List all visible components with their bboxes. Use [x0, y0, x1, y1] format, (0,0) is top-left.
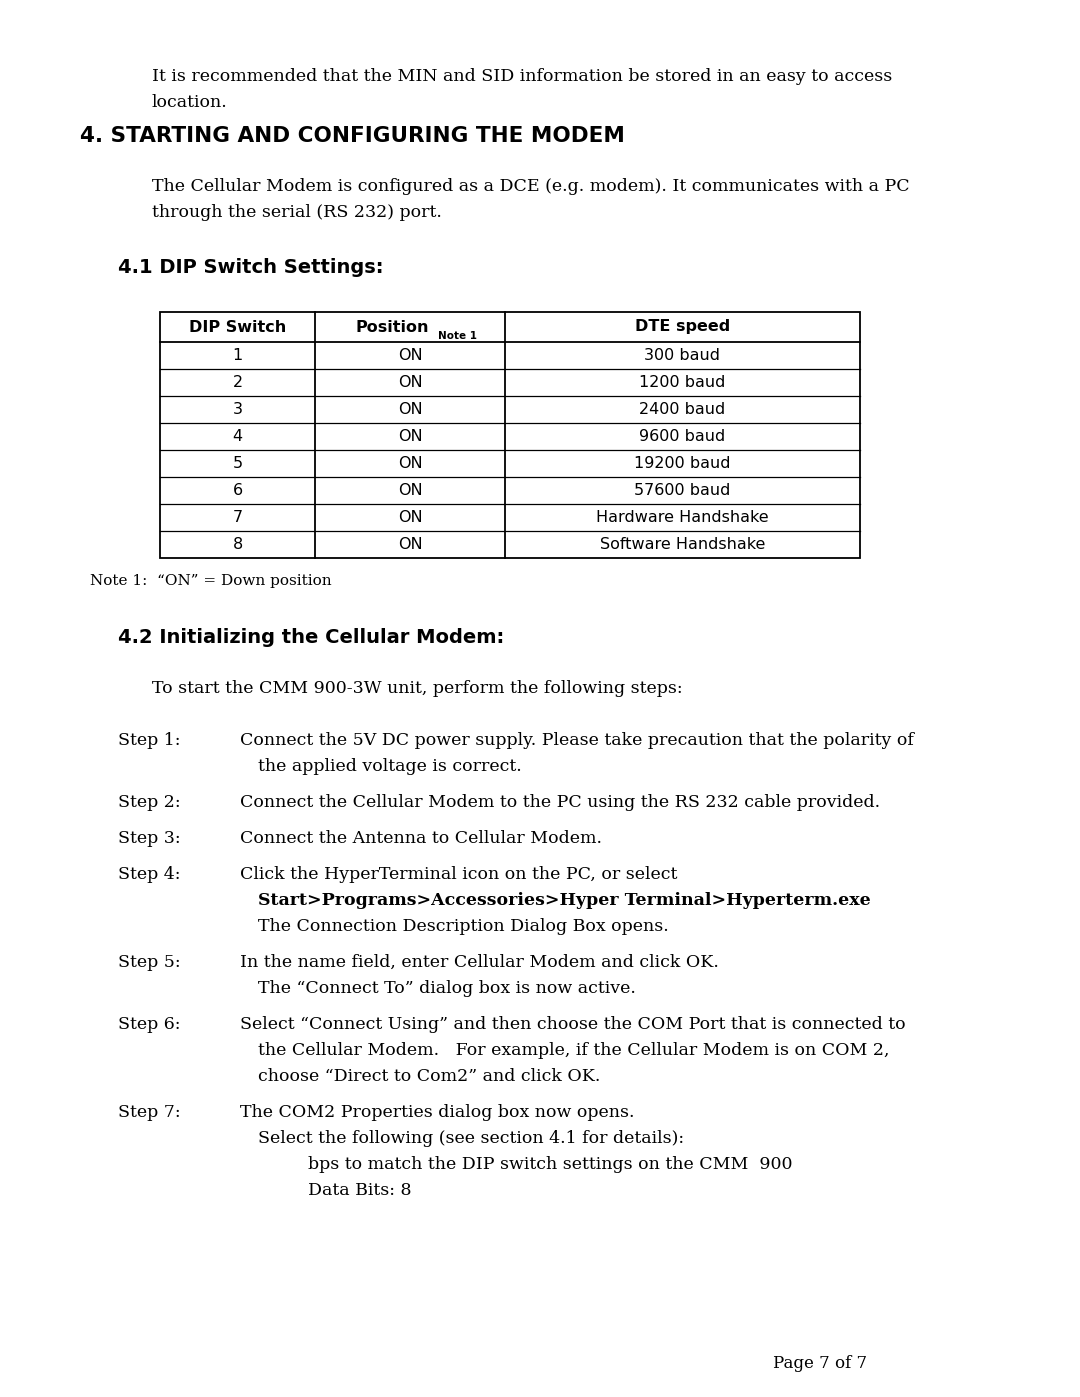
Text: 4.1 DIP Switch Settings:: 4.1 DIP Switch Settings: [118, 258, 383, 277]
Text: DTE speed: DTE speed [635, 320, 730, 334]
Text: Select “Connect Using” and then choose the COM Port that is connected to: Select “Connect Using” and then choose t… [240, 1016, 906, 1032]
Text: Note 1: Note 1 [438, 331, 477, 341]
Text: Software Handshake: Software Handshake [599, 536, 766, 552]
Text: 1: 1 [232, 348, 243, 363]
Text: 19200 baud: 19200 baud [634, 455, 731, 471]
Text: Step 7:: Step 7: [118, 1104, 180, 1120]
Text: Step 3:: Step 3: [118, 830, 180, 847]
Text: Step 5:: Step 5: [118, 954, 180, 971]
Text: ON: ON [397, 402, 422, 416]
Text: ON: ON [397, 429, 422, 444]
Text: The Cellular Modem is configured as a DCE (e.g. modem). It communicates with a P: The Cellular Modem is configured as a DC… [152, 177, 909, 196]
Text: DIP Switch: DIP Switch [189, 320, 286, 334]
Text: the applied voltage is correct.: the applied voltage is correct. [258, 759, 522, 775]
Text: Note 1:  “ON” = Down position: Note 1: “ON” = Down position [90, 574, 332, 588]
Text: 2400 baud: 2400 baud [639, 402, 726, 416]
Text: 1200 baud: 1200 baud [639, 374, 726, 390]
Text: ON: ON [397, 483, 422, 497]
Text: Position: Position [355, 320, 429, 334]
Text: To start the CMM 900-3W unit, perform the following steps:: To start the CMM 900-3W unit, perform th… [152, 680, 683, 697]
Text: 300 baud: 300 baud [645, 348, 720, 363]
Text: In the name field, enter Cellular Modem and click OK.: In the name field, enter Cellular Modem … [240, 954, 719, 971]
Text: Select the following (see section 4.1 for details):: Select the following (see section 4.1 fo… [258, 1130, 684, 1147]
Bar [160, 312, 860, 557]
Text: 8: 8 [232, 536, 243, 552]
Text: the Cellular Modem.   For example, if the Cellular Modem is on COM 2,: the Cellular Modem. For example, if the … [258, 1042, 890, 1059]
Text: Step 6:: Step 6: [118, 1016, 180, 1032]
Text: The COM2 Properties dialog box now opens.: The COM2 Properties dialog box now opens… [240, 1104, 635, 1120]
Text: The Connection Description Dialog Box opens.: The Connection Description Dialog Box op… [258, 918, 669, 935]
Text: 3: 3 [232, 402, 243, 416]
Text: through the serial (RS 232) port.: through the serial (RS 232) port. [152, 204, 442, 221]
Text: Start>Programs>Accessories>Hyper Terminal>Hyperterm.exe: Start>Programs>Accessories>Hyper Termina… [258, 893, 870, 909]
Text: bps to match the DIP switch settings on the CMM  900: bps to match the DIP switch settings on … [308, 1155, 793, 1173]
Text: choose “Direct to Com2” and click OK.: choose “Direct to Com2” and click OK. [258, 1067, 600, 1085]
Text: 2: 2 [232, 374, 243, 390]
Text: ON: ON [397, 510, 422, 525]
Text: 9600 baud: 9600 baud [639, 429, 726, 444]
Text: ON: ON [397, 348, 422, 363]
Text: 57600 baud: 57600 baud [634, 483, 731, 497]
Text: ON: ON [397, 536, 422, 552]
Text: 6: 6 [232, 483, 243, 497]
Text: Step 1:: Step 1: [118, 732, 180, 749]
Text: Click the HyperTerminal icon on the PC, or select: Click the HyperTerminal icon on the PC, … [240, 866, 677, 883]
Text: Connect the Cellular Modem to the PC using the RS 232 cable provided.: Connect the Cellular Modem to the PC usi… [240, 793, 880, 812]
Text: Step 2:: Step 2: [118, 793, 180, 812]
Text: 7: 7 [232, 510, 243, 525]
Text: Connect the Antenna to Cellular Modem.: Connect the Antenna to Cellular Modem. [240, 830, 602, 847]
Text: ON: ON [397, 455, 422, 471]
Text: Connect the 5V DC power supply. Please take precaution that the polarity of: Connect the 5V DC power supply. Please t… [240, 732, 914, 749]
Text: ON: ON [397, 374, 422, 390]
Text: Step 4:: Step 4: [118, 866, 180, 883]
Text: It is recommended that the MIN and SID information be stored in an easy to acces: It is recommended that the MIN and SID i… [152, 68, 892, 85]
Text: 5: 5 [232, 455, 243, 471]
Text: The “Connect To” dialog box is now active.: The “Connect To” dialog box is now activ… [258, 981, 636, 997]
Text: Page 7 of 7: Page 7 of 7 [773, 1355, 867, 1372]
Text: location.: location. [152, 94, 228, 110]
Text: 4: 4 [232, 429, 243, 444]
Text: Data Bits: 8: Data Bits: 8 [308, 1182, 411, 1199]
Text: 4.2 Initializing the Cellular Modem:: 4.2 Initializing the Cellular Modem: [118, 629, 504, 647]
Text: 4. STARTING AND CONFIGURING THE MODEM: 4. STARTING AND CONFIGURING THE MODEM [80, 126, 625, 147]
Text: Hardware Handshake: Hardware Handshake [596, 510, 769, 525]
